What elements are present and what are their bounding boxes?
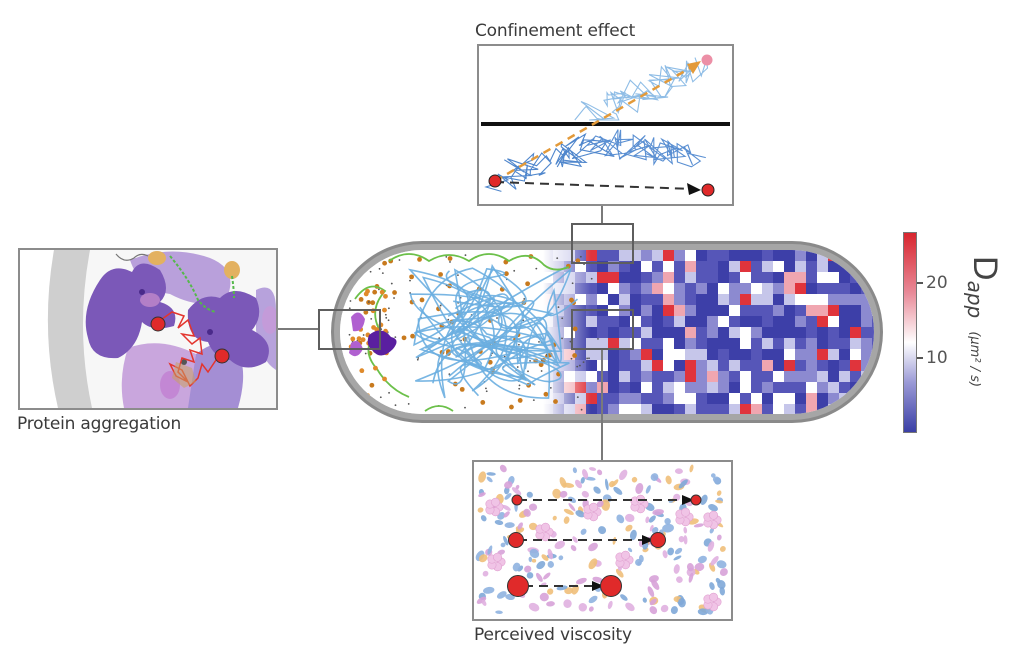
connector-left <box>277 328 318 330</box>
viscosity-title: Perceived viscosity <box>474 625 632 645</box>
selection-box-confinement <box>571 223 634 264</box>
colorbar-label: Dapp (µm² / s) <box>963 256 1004 388</box>
confinement-title: Confinement effect <box>475 21 636 41</box>
bacterial-cell <box>329 239 885 425</box>
colorbar-tick-20 <box>917 282 923 284</box>
small-particle-end <box>690 494 702 506</box>
connector-bottom <box>601 350 603 460</box>
particle-end-confined <box>701 183 715 197</box>
colorbar-units: (µm² / s) <box>967 331 982 388</box>
viscosity-illustration <box>475 464 728 616</box>
selection-box-viscosity <box>571 309 634 350</box>
small-particle-start <box>511 494 523 506</box>
colorbar-tick-label-20: 20 <box>926 273 948 293</box>
colorbar-label-main: D <box>966 256 1004 281</box>
aggregation-title: Protein aggregation <box>17 414 182 434</box>
confinement-panel <box>477 44 734 206</box>
aggregation-illustration <box>20 250 276 408</box>
medium-particle-end <box>650 532 666 548</box>
medium-particle-start <box>508 532 524 548</box>
large-particle-end <box>600 575 622 597</box>
connector-top <box>601 205 603 223</box>
colorbar-label-sub: app <box>963 280 987 319</box>
colorbar <box>903 232 917 433</box>
viscosity-panel <box>472 460 733 621</box>
particle-start <box>488 174 502 188</box>
particle-end-free <box>701 54 713 66</box>
free-path-arrow <box>494 62 698 183</box>
colorbar-tick-label-10: 10 <box>926 348 948 368</box>
confined-path-arrow <box>494 181 695 190</box>
cell-illustration <box>331 241 883 423</box>
selection-box-aggregation <box>318 309 381 350</box>
large-particle-start <box>507 575 529 597</box>
aggregation-panel <box>18 248 278 410</box>
confinement-trajectory-plot <box>481 54 730 197</box>
colorbar-tick-10 <box>917 357 923 359</box>
